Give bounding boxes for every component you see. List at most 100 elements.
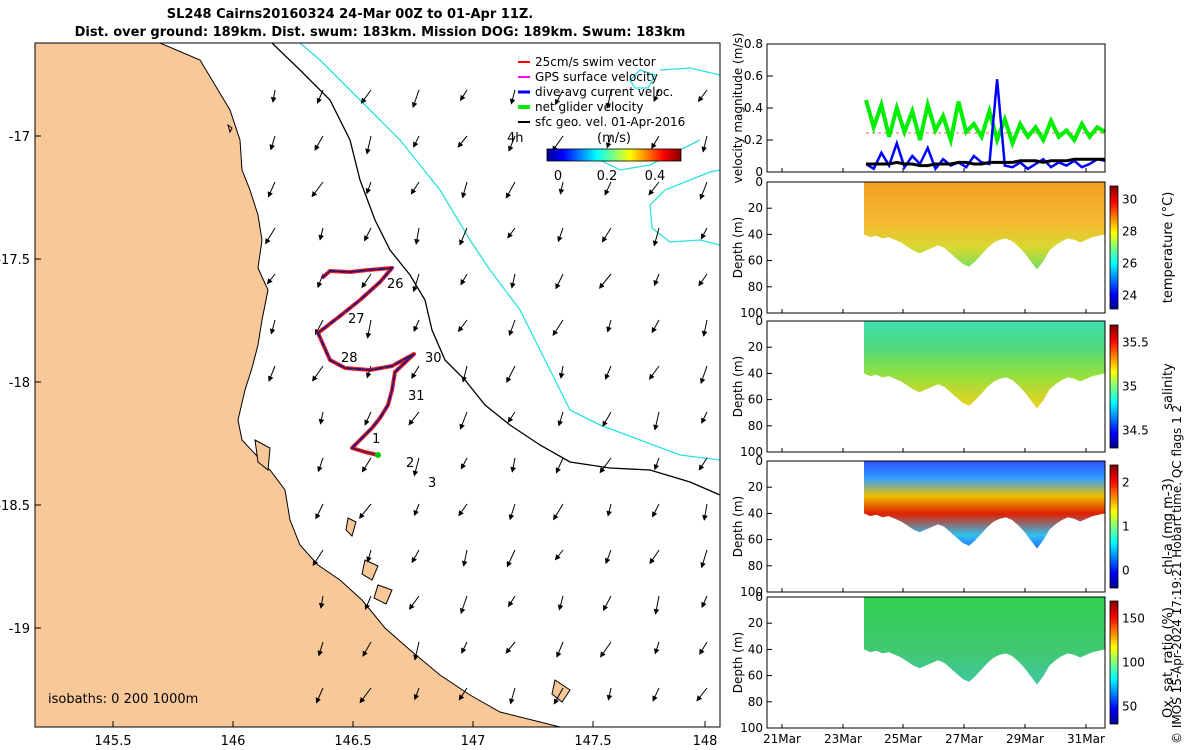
right-panels: 0.8 0.6 0.4 0.2 0 velocity magnitude (m/… <box>731 33 1176 746</box>
velocity-timeseries: 0.8 0.6 0.4 0.2 0 velocity magnitude (m/… <box>731 33 1107 183</box>
lat-tick: -18.5 <box>0 499 30 514</box>
isobath-200m <box>271 43 720 496</box>
depth-tick: 80 <box>748 280 763 294</box>
ts-ytick: 0 <box>755 165 763 179</box>
depth-axis-label: Depth (m) <box>731 356 745 417</box>
colorbar-tick: 28 <box>1122 225 1137 239</box>
depth-tick: 40 <box>748 506 763 520</box>
date-tick: 21Mar <box>763 732 801 746</box>
section-colorbar <box>1109 324 1119 449</box>
colorbar-tick: 35.5 <box>1122 335 1149 349</box>
ts-ytick: 0.8 <box>744 37 763 51</box>
date-tick: 25Mar <box>884 732 922 746</box>
depth-tick: 20 <box>748 201 763 215</box>
lon-tick: 145.5 <box>94 734 131 749</box>
depth-axis-label: Depth (m) <box>731 217 745 278</box>
depth-tick: 0 <box>755 314 763 328</box>
colorbar-tick: 35 <box>1122 380 1137 394</box>
ts-ytick: 0.6 <box>744 69 763 83</box>
depth-tick: 20 <box>748 340 763 354</box>
glider-track <box>316 266 416 458</box>
surface-velocity-arrows <box>265 89 708 705</box>
colorbar-tick: 34.5 <box>1122 424 1149 438</box>
svg-text:dive-avg current veloc.: dive-avg current veloc. <box>535 85 673 99</box>
depth-tick: 0 <box>755 590 763 604</box>
colorbar-tick: 0.2 <box>597 169 618 184</box>
depth-tick: 60 <box>748 254 763 268</box>
depth-tick: 100 <box>740 585 763 599</box>
colorbar-label: Ox. sat. ratio (%) <box>1161 607 1176 718</box>
section-colorbar <box>1109 600 1119 725</box>
depth-tick: 100 <box>740 445 763 459</box>
lon-tick: 147 <box>461 734 486 749</box>
day-label: 28 <box>341 351 358 366</box>
day-label: 26 <box>387 277 404 292</box>
colorbar-tick: 0 <box>554 169 562 184</box>
depth-tick: 0 <box>755 175 763 189</box>
lon-tick: 146.5 <box>334 734 371 749</box>
figure-title-line1: SL248 Cairns20160324 24-Mar 00Z to 01-Ap… <box>166 7 534 22</box>
depth-tick: 60 <box>748 669 763 683</box>
colorbar-tick: 26 <box>1122 256 1137 270</box>
svg-text:25cm/s swim vector: 25cm/s swim vector <box>535 55 656 69</box>
lon-tick: 147.5 <box>574 734 611 749</box>
ts-ytick: 0.4 <box>744 101 763 115</box>
lon-tick: 146 <box>221 734 246 749</box>
date-tick: 27Mar <box>945 732 983 746</box>
colorbar-label: chl-a (mg m-3) <box>1161 478 1176 575</box>
depth-tick: 100 <box>740 721 763 735</box>
legend-item: net glider velocity <box>518 100 643 114</box>
day-label: 1 <box>372 432 380 447</box>
svg-text:net glider velocity: net glider velocity <box>535 100 643 114</box>
section-colorbar <box>1109 464 1119 589</box>
lon-tick: 148 <box>693 734 718 749</box>
depth-axis-label: Depth (m) <box>731 496 745 557</box>
land-mass <box>35 43 561 727</box>
depth-tick: 40 <box>748 642 763 656</box>
ts-line-2 <box>866 157 1105 168</box>
svg-text:GPS surface velocity: GPS surface velocity <box>535 70 658 84</box>
legend-item: 25cm/s swim vector <box>518 55 656 69</box>
day-label: 3 <box>428 476 436 491</box>
section-chla: 0 20 40 60 80 100 Depth (m) 0 1 2 chl-a (mg m-3) <box>731 454 1176 599</box>
colorbar-tick: 24 <box>1122 288 1137 302</box>
date-tick: 31Mar <box>1067 732 1105 746</box>
day-label: 30 <box>425 351 442 366</box>
day-label: 27 <box>348 312 365 327</box>
date-tick: 29Mar <box>1006 732 1044 746</box>
map-legend: 25cm/s swim vector GPS surface velocity … <box>518 55 685 129</box>
isobath-1000m <box>299 43 720 461</box>
section-salinity: 0 20 40 60 80 100 Depth (m) 34.5 35 35.5 salinity <box>731 314 1176 459</box>
colorbar-tick: 0 <box>1122 564 1130 578</box>
figure-title-line2: Dist. over ground: 189km. Dist. swum: 18… <box>74 25 686 40</box>
colorbar-tick: 30 <box>1122 193 1137 207</box>
day-labels: 4h 26 27 28 30 31 1 2 3 <box>341 131 524 491</box>
ts-series-group <box>864 79 1107 172</box>
lat-tick: -17.5 <box>0 253 30 268</box>
depth-tick: 0 <box>755 454 763 468</box>
ts-line-0 <box>864 96 1107 150</box>
colorbar-label: salinity <box>1161 363 1176 410</box>
lat-tick: -19 <box>9 622 30 637</box>
depth-tick: 40 <box>748 366 763 380</box>
date-tick: 23Mar <box>824 732 862 746</box>
depth-tick: 100 <box>740 306 763 320</box>
depth-tick: 60 <box>748 393 763 407</box>
section-colorbar <box>1109 185 1119 310</box>
section-oxygen: 0 20 40 60 80 100 Depth (m) 50 100 150 Ox. sat. ra… <box>731 590 1176 735</box>
colorbar-tick: 1 <box>1122 520 1130 534</box>
colorbar-tick: 100 <box>1122 656 1145 670</box>
depth-tick: 20 <box>748 480 763 494</box>
legend-item: sfc geo. vel. 01-Apr-2016 <box>518 115 685 129</box>
depth-tick: 80 <box>748 559 763 573</box>
day-label: 2 <box>406 456 414 471</box>
colorbar-label: temperature (°C) <box>1161 192 1176 304</box>
colorbar-tick: 50 <box>1122 700 1137 714</box>
speed-colorbar: (m/s) 0 0.2 0.4 <box>546 131 682 184</box>
map-panel: 4h 26 27 28 30 31 1 2 3 isobaths: 0 200 … <box>0 42 721 749</box>
depth-axis-label: Depth (m) <box>731 632 745 693</box>
depth-tick: 80 <box>748 419 763 433</box>
lat-tick: -17 <box>9 130 30 145</box>
svg-text:sfc geo. vel. 01-Apr-2016: sfc geo. vel. 01-Apr-2016 <box>535 115 685 129</box>
